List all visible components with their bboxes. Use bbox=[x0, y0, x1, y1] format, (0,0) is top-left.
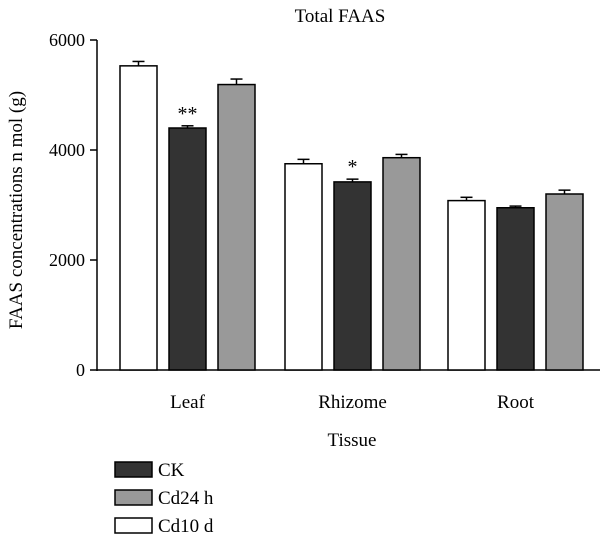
bar-leaf-cd24-h bbox=[217, 83, 256, 371]
y-tick-label: 6000 bbox=[49, 30, 85, 50]
legend-swatch bbox=[114, 461, 153, 478]
x-tick-label: Root bbox=[497, 392, 535, 413]
x-axis-label: Tissue bbox=[328, 430, 377, 451]
legend-swatch bbox=[114, 517, 153, 534]
bar-leaf-ck bbox=[168, 127, 207, 371]
bar-rhizome-cd24-h bbox=[382, 156, 421, 371]
y-tick-label: 4000 bbox=[49, 140, 85, 160]
significance-marker: * bbox=[348, 156, 358, 178]
x-tick-label: Leaf bbox=[170, 392, 205, 413]
y-axis-label: FAAS concentrations n mol (g) bbox=[6, 91, 27, 329]
bar-rhizome-cd10-d bbox=[284, 163, 323, 371]
legend-label: Cd24 h bbox=[158, 488, 214, 509]
bar-root-cd24-h bbox=[545, 193, 584, 371]
bar-rhizome-ck bbox=[333, 181, 372, 371]
significance-marker: ** bbox=[178, 103, 198, 125]
y-tick-label: 0 bbox=[76, 360, 85, 380]
bar-root-ck bbox=[496, 207, 535, 371]
legend: CK Cd24 h Cd10 d bbox=[114, 460, 214, 537]
bar-leaf-cd10-d bbox=[119, 65, 158, 371]
legend-swatch bbox=[114, 489, 153, 506]
x-tick-label: Rhizome bbox=[318, 392, 387, 413]
chart-title: Total FAAS bbox=[295, 6, 386, 27]
legend-label: Cd10 d bbox=[158, 516, 214, 537]
y-tick-label: 2000 bbox=[49, 250, 85, 270]
bar-root-cd10-d bbox=[447, 199, 486, 371]
legend-label: CK bbox=[158, 460, 185, 481]
